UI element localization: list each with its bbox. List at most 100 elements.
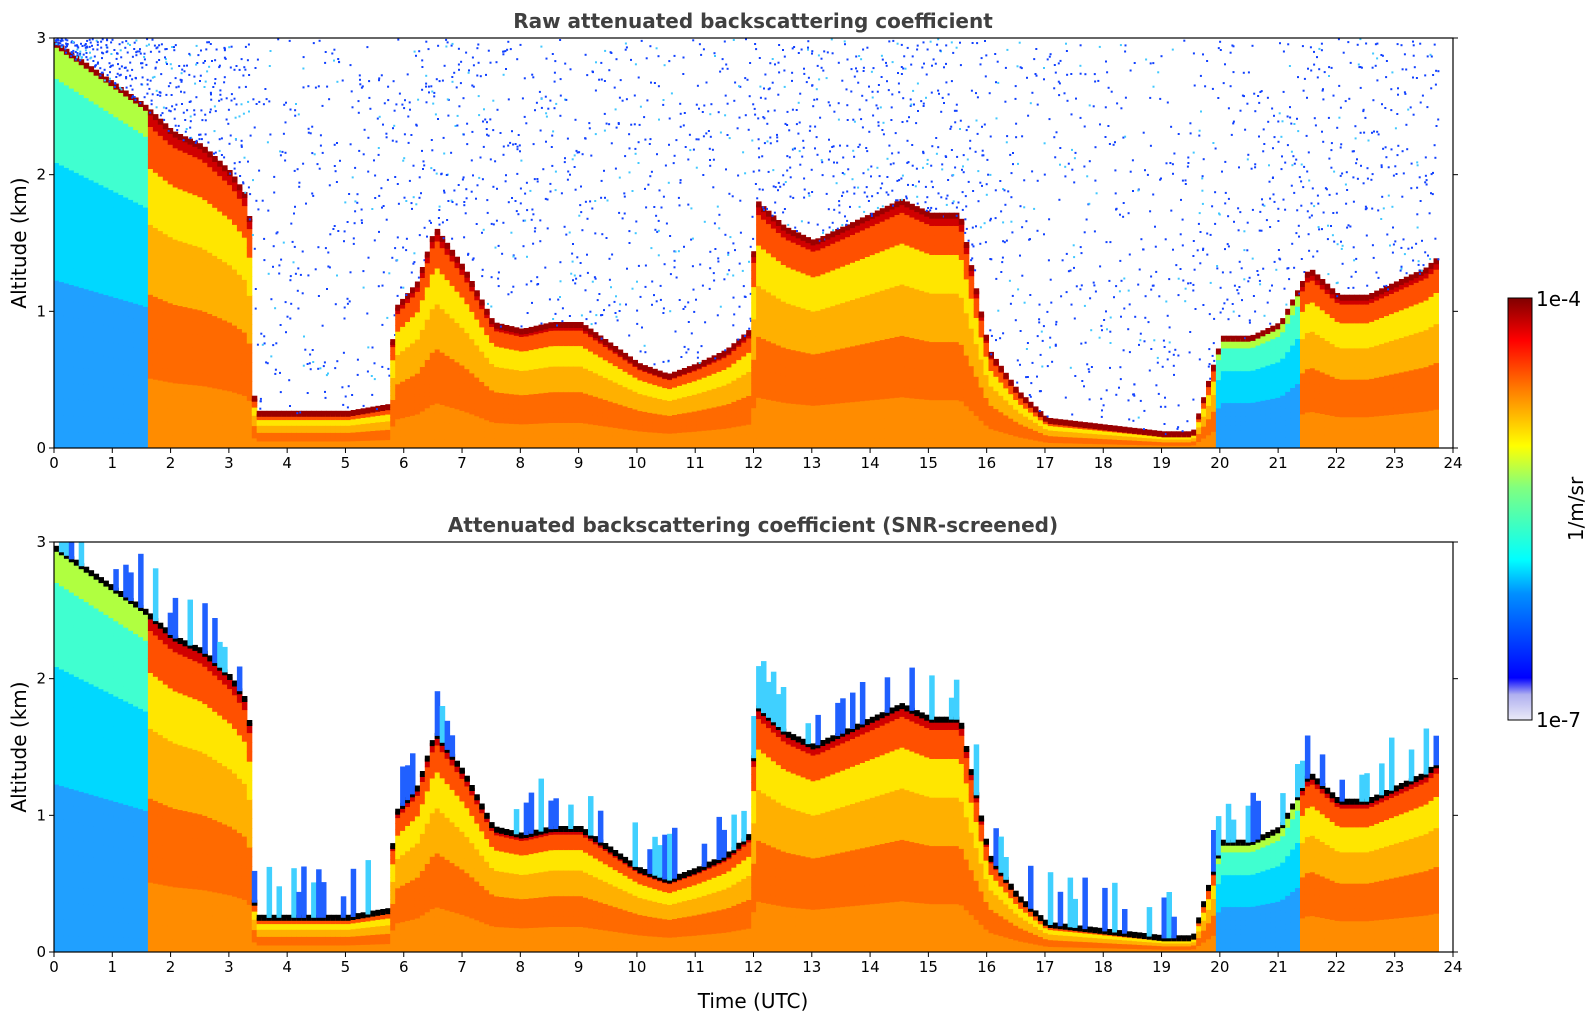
noise-speckle	[512, 143, 515, 146]
heatmap-cell	[518, 404, 525, 410]
cloud-base-mark	[721, 350, 727, 357]
heatmap-cell	[147, 308, 154, 323]
noise-speckle	[554, 189, 557, 192]
heatmap-cell	[182, 435, 189, 448]
noise-speckle	[685, 351, 688, 354]
heatmap-cell	[657, 423, 663, 427]
heatmap-cell	[578, 371, 584, 377]
noise-speckle	[564, 62, 567, 65]
heatmap-cell	[494, 366, 500, 373]
noise-speckle	[499, 325, 502, 328]
heatmap-cell	[207, 301, 213, 314]
noise-speckle	[540, 106, 543, 109]
heatmap-cell	[489, 442, 495, 448]
noise-speckle	[360, 208, 363, 211]
heatmap-cell	[731, 405, 737, 411]
heatmap-cell	[716, 421, 722, 426]
heatmap-cell	[469, 325, 475, 333]
heatmap-cell	[711, 403, 718, 408]
heatmap-cell	[187, 422, 193, 436]
heatmap-cell	[68, 349, 75, 367]
noise-speckle	[146, 92, 149, 95]
heatmap-cell	[627, 444, 633, 448]
cloud-base-mark	[647, 366, 653, 373]
heatmap-cell	[296, 435, 302, 438]
heatmap-cell	[508, 398, 515, 405]
noise-speckle	[318, 167, 321, 170]
noise-speckle	[175, 103, 178, 106]
heatmap-cell	[227, 344, 233, 357]
heatmap-cell	[726, 407, 732, 413]
noise-speckle	[475, 223, 478, 225]
heatmap-cell	[350, 443, 357, 446]
heatmap-cell	[622, 409, 629, 414]
noise-speckle	[395, 103, 398, 106]
heatmap-cell	[266, 421, 273, 423]
heatmap-cell	[548, 412, 554, 418]
heatmap-cell	[306, 418, 312, 421]
noise-speckle	[517, 134, 520, 136]
heatmap-cell	[489, 379, 495, 386]
heatmap-column	[286, 39, 293, 448]
noise-speckle	[331, 52, 334, 55]
noise-speckle	[712, 186, 715, 189]
heatmap-column	[736, 85, 742, 448]
noise-speckle	[405, 200, 408, 202]
heatmap-cell	[652, 422, 658, 427]
noise-speckle	[487, 134, 490, 137]
heatmap-column	[672, 54, 678, 448]
heatmap-cell	[345, 430, 352, 433]
heatmap-cell	[286, 422, 292, 425]
heatmap-cell	[177, 162, 184, 177]
heatmap-cell	[588, 384, 594, 391]
heatmap-cell	[691, 431, 698, 436]
heatmap-cell	[503, 443, 510, 448]
heatmap-cell	[93, 307, 100, 324]
heatmap-cell	[454, 377, 460, 386]
heatmap-cell	[672, 429, 678, 434]
noise-speckle	[210, 93, 212, 96]
noise-speckle	[257, 208, 260, 211]
heatmap-cell	[291, 439, 297, 442]
heatmap-cell	[494, 417, 500, 424]
heatmap-cell	[439, 360, 446, 371]
heatmap-cell	[419, 329, 426, 338]
noise-speckle	[72, 41, 74, 43]
heatmap-cell	[54, 112, 60, 130]
heatmap-cell	[439, 308, 446, 318]
heatmap-cell	[340, 442, 347, 445]
heatmap-cell	[157, 380, 164, 395]
noise-speckle	[375, 408, 378, 411]
heatmap-cell	[286, 421, 292, 423]
noise-speckle	[451, 42, 454, 45]
heatmap-cell	[444, 271, 451, 281]
noise-speckle	[443, 191, 446, 194]
heatmap-cell	[227, 425, 233, 438]
heatmap-cell	[167, 183, 174, 198]
noise-speckle	[739, 85, 742, 88]
noise-speckle	[240, 58, 243, 61]
noise-speckle	[445, 45, 448, 48]
heatmap-cell	[232, 369, 238, 382]
heatmap-cell	[672, 441, 678, 446]
heatmap-cell	[533, 338, 540, 345]
heatmap-cell	[162, 407, 169, 422]
heatmap-cell	[429, 308, 436, 318]
heatmap-cell	[330, 438, 337, 440]
heatmap-cell	[508, 378, 515, 385]
heatmap-cell	[726, 411, 732, 417]
heatmap-cell	[592, 382, 599, 388]
noise-speckle	[100, 46, 103, 49]
heatmap-cell	[385, 442, 391, 446]
noise-speckle	[619, 79, 622, 82]
heatmap-cell	[212, 255, 218, 268]
cloud-base-mark	[103, 76, 109, 83]
heatmap-column	[667, 60, 673, 448]
noise-speckle	[377, 285, 380, 288]
heatmap-cell	[454, 322, 460, 331]
noise-speckle	[85, 56, 88, 59]
heatmap-cell	[365, 435, 371, 438]
heatmap-cell	[123, 93, 129, 109]
noise-speckle	[150, 103, 153, 106]
noise-speckle	[124, 46, 127, 49]
